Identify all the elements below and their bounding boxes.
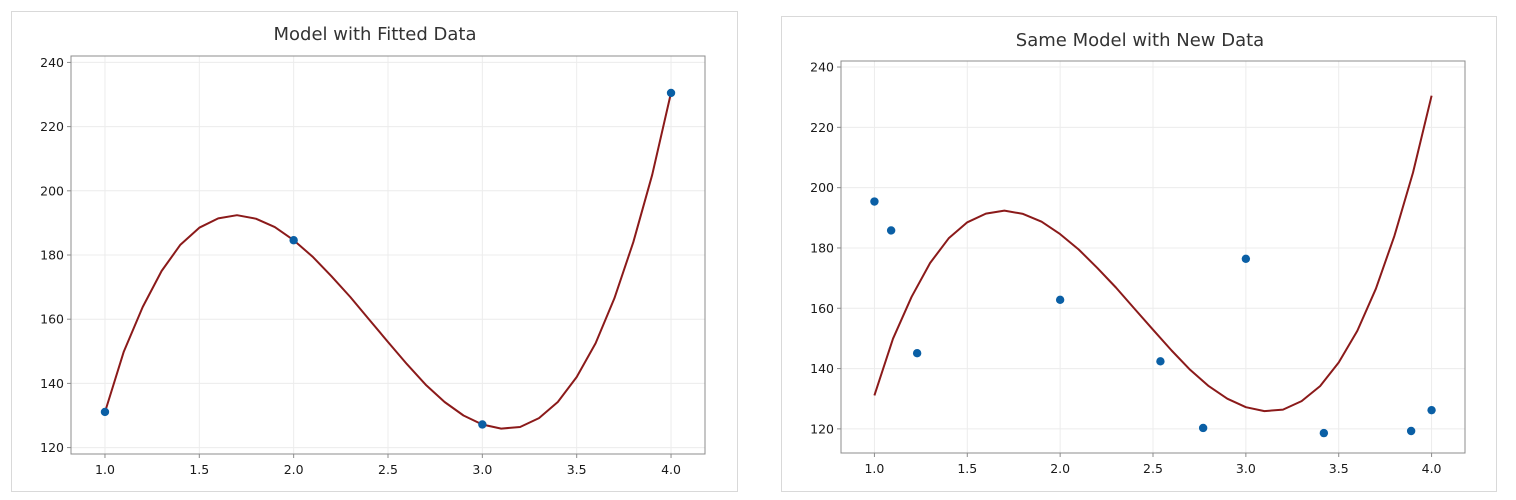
chart-fitted-data: Model with Fitted Data 1.0 1.5 2.0 2.5 3.0 3.… [40, 24, 706, 477]
x-tick-label: 2.0 [1050, 461, 1070, 476]
y-tick-label: 180 [40, 248, 64, 263]
chart-new-data: Same Model with New Data 1.0 1.5 2.0 2.5 3.0… [810, 30, 1466, 476]
y-tick-label: 220 [810, 120, 834, 135]
data-point [1156, 357, 1165, 366]
y-tick-label: 240 [810, 60, 834, 75]
data-point [912, 348, 922, 358]
data-point [1198, 423, 1208, 433]
y-tick-label: 180 [810, 240, 834, 255]
data-point [1055, 295, 1065, 305]
y-tick-label: 140 [40, 376, 64, 391]
y-tick-label: 200 [810, 180, 834, 195]
y-tick-label: 160 [40, 312, 64, 327]
x-tick-label: 1.5 [957, 461, 977, 476]
data-point [666, 88, 676, 98]
x-tick-label: 4.0 [1422, 461, 1442, 476]
x-tick-label: 1.0 [864, 461, 884, 476]
y-tick-label: 140 [810, 361, 834, 376]
x-tick-label: 3.0 [472, 462, 492, 477]
y-tick-label: 220 [40, 119, 64, 134]
chart-panel-new-data: Same Model with New Data 1.0 1.5 2.0 2.5 3.0… [781, 16, 1497, 492]
x-tick-label: 1.0 [95, 462, 115, 477]
x-tick-label: 3.0 [1236, 461, 1256, 476]
x-tick-label: 3.5 [567, 462, 587, 477]
data-point [478, 420, 487, 429]
y-tick-label: 120 [810, 421, 834, 436]
chart-title: Model with Fitted Data [273, 24, 476, 45]
chart-title: Same Model with New Data [1016, 30, 1264, 51]
x-tick-label: 2.5 [378, 462, 398, 477]
fitted-curve-line [104, 92, 672, 430]
data-point [1427, 405, 1436, 415]
y-tick-label: 160 [810, 301, 834, 316]
y-tick-label: 120 [40, 440, 64, 455]
data-point [1241, 254, 1251, 264]
x-tick-label: 3.5 [1329, 461, 1349, 476]
data-point [1406, 426, 1416, 436]
chart-panel-fitted: Model with Fitted Data 1.0 1.5 2.0 2.5 3.0 3.… [11, 11, 738, 492]
data-point [289, 236, 298, 245]
fitted-curve-line [873, 95, 1433, 413]
x-tick-label: 4.0 [661, 462, 681, 477]
data-point [886, 226, 896, 235]
y-tick-label: 240 [40, 55, 64, 70]
x-tick-label: 2.0 [284, 462, 304, 477]
data-point [100, 407, 110, 417]
y-tick-label: 200 [40, 183, 64, 198]
data-point [1319, 428, 1329, 438]
x-tick-label: 2.5 [1143, 461, 1163, 476]
data-point [870, 197, 879, 206]
x-tick-label: 1.5 [189, 462, 209, 477]
